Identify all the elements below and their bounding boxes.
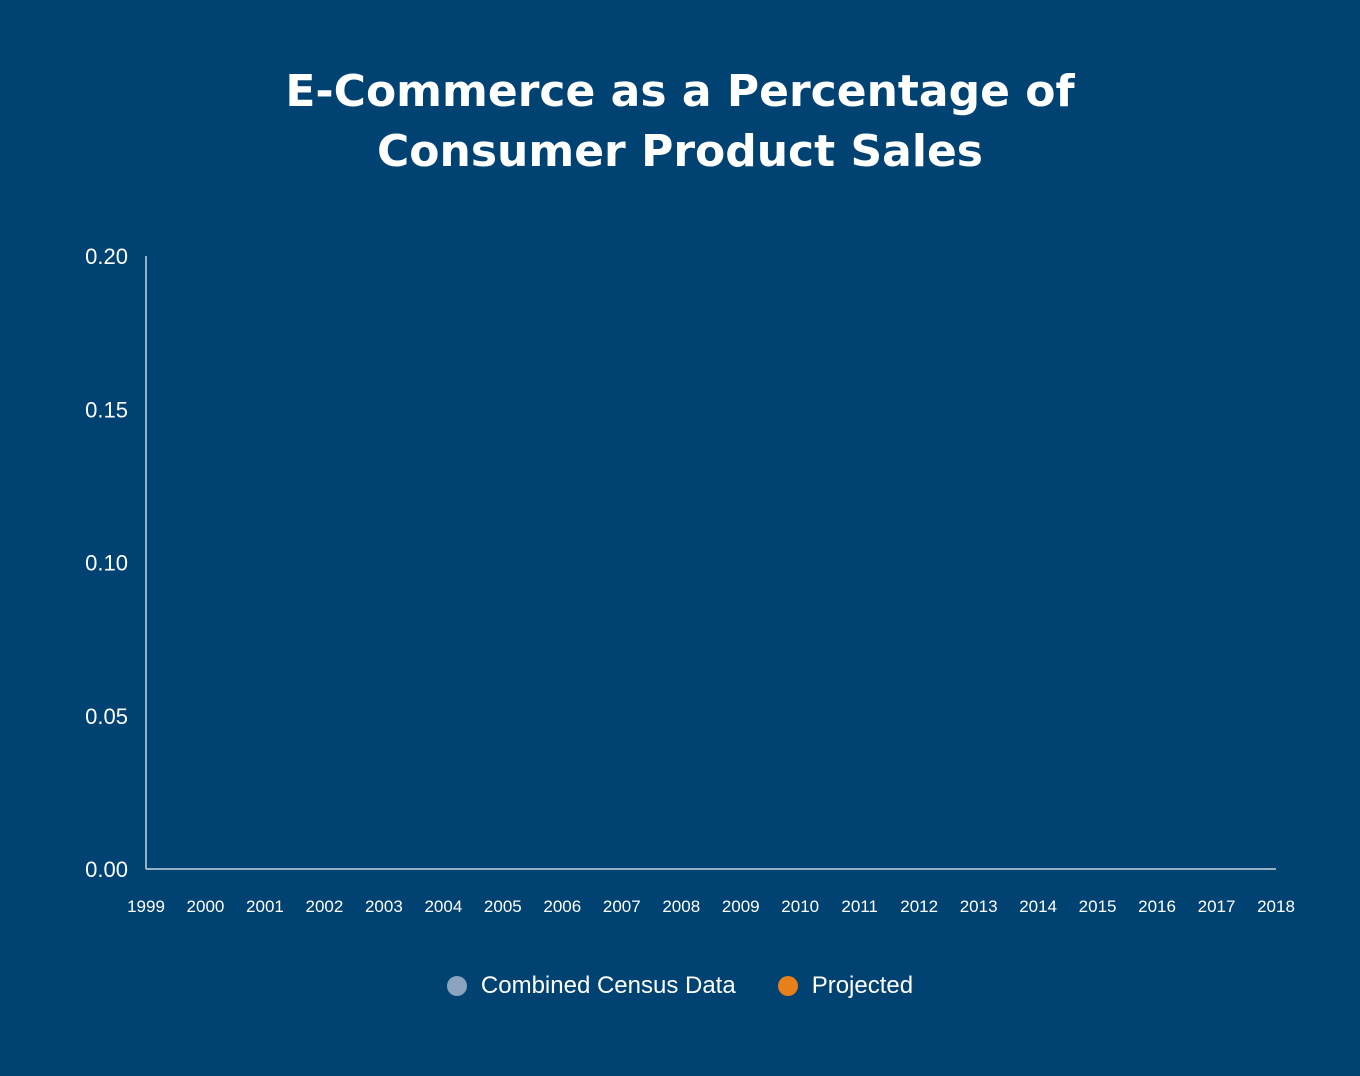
x-tick-label: 2001 (246, 897, 284, 916)
chart-title-line-2: Consumer Product Sales (377, 126, 983, 177)
x-tick-label: 2017 (1198, 897, 1236, 916)
x-tick-label: 2000 (187, 897, 225, 916)
legend-marker-projected (777, 976, 798, 996)
y-tick-label: 0.00 (85, 857, 128, 882)
x-tick-label: 2011 (841, 897, 878, 916)
x-tick-label: 2008 (662, 897, 700, 916)
y-tick-labels: 0.00 0.05 0.10 0.15 0.20 (85, 244, 128, 882)
x-tick-label: 2018 (1257, 897, 1295, 916)
x-tick-labels: 1999 2000 2001 2002 2003 2004 2005 2006 2007 2008… (127, 897, 1295, 916)
x-tick-label: 2014 (1019, 897, 1057, 916)
legend-item-combined-census[interactable]: Combined Census Data (446, 972, 736, 1000)
y-tick-label: 0.20 (85, 244, 128, 269)
x-tick-label: 2005 (484, 897, 522, 916)
legend: Combined Census Data Projected (0, 972, 1360, 1000)
x-tick-label: 2007 (603, 897, 641, 916)
x-tick-label: 2013 (960, 897, 998, 916)
legend-marker-combined-census (446, 976, 467, 996)
y-tick-label: 0.05 (85, 704, 128, 729)
x-tick-label: 2012 (900, 897, 938, 916)
x-tick-label: 2009 (722, 897, 760, 916)
x-tick-label: 2010 (781, 897, 819, 916)
x-tick-label: 2002 (306, 897, 344, 916)
x-tick-label: 2016 (1138, 897, 1176, 916)
chart-title: E-Commerce as a Percentage of Consumer P… (0, 62, 1360, 182)
chart-title-line-1: E-Commerce as a Percentage of (285, 66, 1075, 117)
legend-label-combined-census: Combined Census Data (480, 972, 736, 999)
y-tick-label: 0.10 (85, 551, 128, 576)
legend-label-projected: Projected (811, 972, 914, 999)
y-tick-label: 0.15 (85, 397, 128, 422)
x-tick-label: 2004 (424, 897, 462, 916)
legend-item-projected[interactable]: Projected (777, 972, 914, 1000)
x-tick-label: 1999 (127, 897, 165, 916)
x-tick-label: 2015 (1079, 897, 1117, 916)
x-tick-label: 2006 (543, 897, 581, 916)
x-tick-label: 2003 (365, 897, 403, 916)
